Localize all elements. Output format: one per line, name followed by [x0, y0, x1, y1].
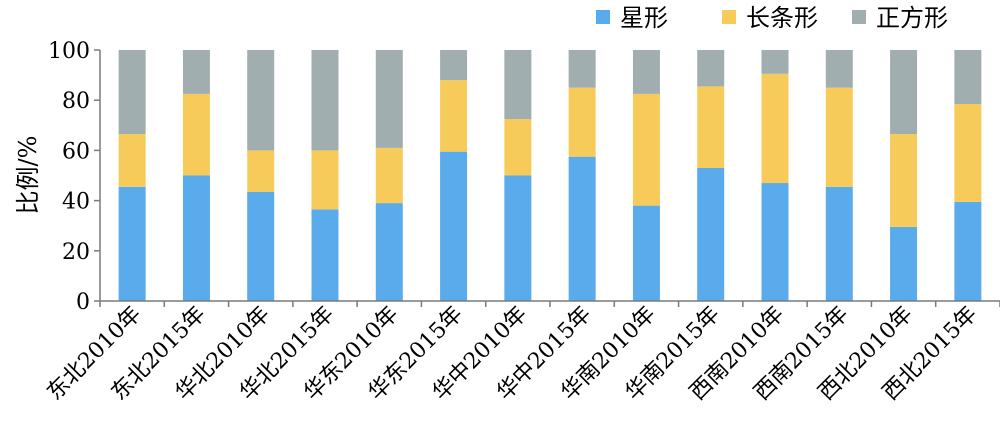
legend-label-1: 星形 — [620, 4, 668, 32]
y-tick-label-4: 60 — [62, 139, 90, 164]
y-tick-label-3: 40 — [62, 190, 90, 215]
bar-segment-1-10 — [697, 167, 725, 301]
bar-segment-3-1 — [118, 50, 146, 135]
bar-segment-2-14 — [954, 103, 982, 202]
bar-segment-2-4 — [311, 150, 339, 210]
bar-segment-3-13 — [890, 50, 918, 135]
bar-segment-1-3 — [247, 191, 275, 301]
bar-segment-1-1 — [118, 186, 146, 301]
bar-segment-3-2 — [182, 50, 210, 94]
legend-swatch-2 — [722, 10, 736, 24]
bar-segment-3-11 — [761, 50, 789, 74]
bar-segment-2-9 — [632, 93, 660, 206]
y-tick-label-1: 0 — [76, 290, 90, 315]
bar-segment-1-13 — [890, 226, 918, 301]
bar-segment-2-8 — [568, 87, 596, 157]
bar-segment-3-12 — [825, 50, 853, 88]
bar-segment-1-4 — [311, 209, 339, 301]
bar-segment-2-5 — [375, 147, 403, 204]
y-tick-label-5: 80 — [62, 89, 90, 114]
bar-segment-2-6 — [440, 80, 468, 152]
bar-segment-2-13 — [890, 134, 918, 227]
bar-segment-2-11 — [761, 73, 789, 184]
legend: 星形 长条形 正方形 — [596, 4, 948, 32]
bar-segment-2-7 — [504, 119, 532, 176]
bar-segment-1-6 — [440, 151, 468, 301]
legend-label-3: 正方形 — [876, 4, 948, 32]
y-axis-label: 比例/% — [14, 136, 42, 215]
bar-segment-1-7 — [504, 175, 532, 301]
bar-segment-1-9 — [632, 205, 660, 301]
bar-segment-2-3 — [247, 150, 275, 192]
legend-swatch-3 — [852, 10, 866, 24]
legend-swatch-1 — [596, 10, 610, 24]
bar-segment-3-10 — [697, 50, 725, 87]
bar-segment-1-12 — [825, 186, 853, 301]
y-tick-label-2: 20 — [62, 240, 90, 265]
bar-segment-2-12 — [825, 87, 853, 187]
bar-segment-1-5 — [375, 203, 403, 301]
bar-segment-1-8 — [568, 156, 596, 301]
bar-segment-3-6 — [440, 50, 468, 81]
bar-segment-1-2 — [182, 175, 210, 301]
bar-segment-1-11 — [761, 183, 789, 301]
bar-segment-2-1 — [118, 134, 146, 187]
bar-segment-3-3 — [247, 50, 275, 151]
bar-segment-3-4 — [311, 50, 339, 151]
bar-segment-2-2 — [182, 93, 210, 176]
bar-segment-3-14 — [954, 50, 982, 104]
y-tick-label-6: 100 — [48, 39, 90, 64]
bar-segment-3-8 — [568, 50, 596, 88]
bar-segment-3-5 — [375, 50, 403, 148]
bars-layer — [118, 50, 982, 301]
legend-label-2: 长条形 — [746, 4, 818, 32]
bar-segment-3-9 — [632, 50, 660, 94]
bar-segment-3-7 — [504, 50, 532, 120]
bar-segment-2-10 — [697, 86, 725, 168]
bar-segment-1-14 — [954, 201, 982, 301]
